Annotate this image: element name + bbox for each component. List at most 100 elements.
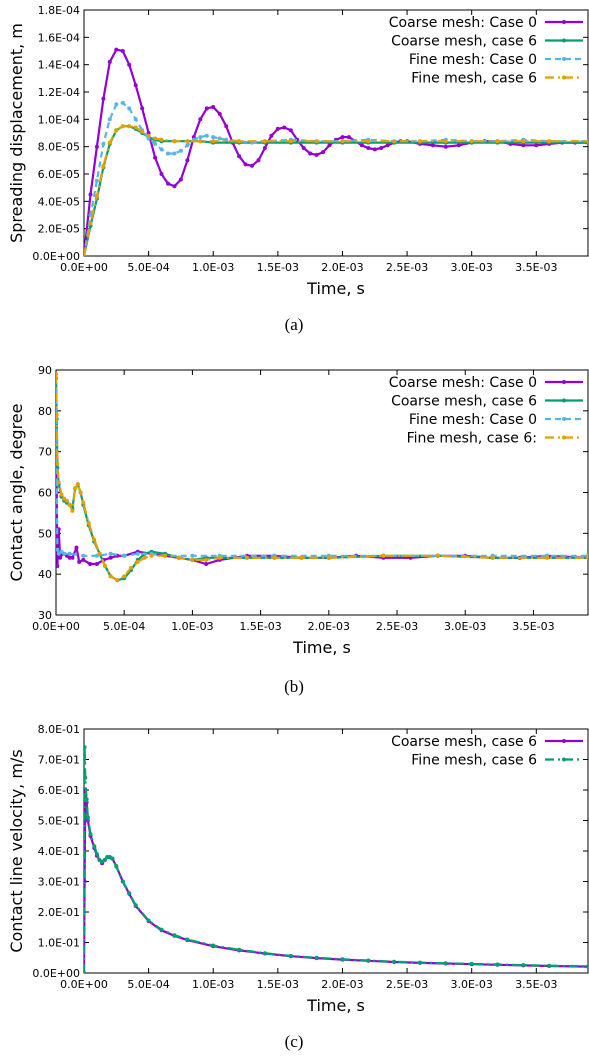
- series-point-2: [59, 549, 64, 554]
- y-tick-label: 6.0E-01: [38, 784, 80, 797]
- series-point-3: [262, 139, 267, 144]
- series-point-3: [443, 139, 448, 144]
- x-axis-label: Time, s: [306, 996, 365, 1015]
- series-point-3: [108, 574, 113, 579]
- series-point-3: [547, 139, 552, 144]
- series-point-3: [81, 500, 86, 505]
- series-point-1: [172, 933, 177, 938]
- series-point-0: [256, 158, 261, 163]
- series-point-0: [359, 143, 364, 148]
- panel-caption: (b): [284, 677, 304, 696]
- series-point-0: [269, 133, 274, 138]
- series-line-2: [84, 101, 588, 256]
- series-point-3: [237, 139, 242, 144]
- series-point-1: [110, 856, 115, 861]
- legend-label: Fine mesh, case 6: [411, 753, 537, 769]
- series-point-2: [153, 141, 158, 146]
- series-point-0: [140, 106, 145, 111]
- series-point-2: [120, 100, 125, 105]
- y-tick-label: 0.0E+00: [32, 250, 80, 263]
- series-point-3: [490, 555, 495, 560]
- series-point-3: [135, 559, 140, 564]
- series-point-1: [237, 947, 242, 952]
- series-point-3: [153, 136, 158, 141]
- series-point-3: [159, 137, 164, 142]
- x-tick-label: 0.0E+00: [60, 978, 108, 991]
- series-point-3: [217, 555, 222, 560]
- series-point-2: [56, 547, 60, 552]
- series-point-3: [586, 555, 588, 560]
- x-tick-label: 2.0E-03: [321, 978, 363, 991]
- x-tick-label: 1.5E-03: [257, 261, 299, 274]
- legend-label: Coarse mesh: Case 0: [389, 15, 537, 31]
- legend-swatch-point: [562, 57, 566, 61]
- series-point-3: [272, 555, 277, 560]
- series-point-3: [88, 221, 93, 226]
- series-point-1: [102, 858, 107, 863]
- y-tick-label: 3.0E-01: [38, 876, 80, 889]
- series-point-0: [159, 172, 164, 176]
- series-point-1: [84, 745, 87, 750]
- legend-label: Coarse mesh: Case 0: [389, 375, 537, 391]
- series-point-3: [62, 496, 67, 501]
- series-point-3: [101, 163, 106, 168]
- series-point-2: [133, 117, 138, 122]
- series-point-3: [146, 133, 151, 138]
- legend-swatch-point: [562, 20, 566, 24]
- series-point-1: [418, 960, 422, 965]
- series-point-3: [107, 140, 112, 145]
- y-tick-label: 4.0E-05: [38, 195, 80, 208]
- series-point-2: [172, 151, 177, 156]
- x-axis-label: Time, s: [292, 638, 351, 657]
- legend-label: Fine mesh: Case 0: [409, 412, 537, 428]
- series-point-1: [114, 864, 119, 869]
- panel-caption: (a): [285, 315, 304, 334]
- series-point-1: [495, 962, 500, 967]
- panel-caption: (c): [285, 1032, 304, 1051]
- x-tick-label: 2.5E-03: [386, 261, 428, 274]
- x-tick-label: 3.5E-03: [512, 620, 554, 633]
- series-point-1: [262, 951, 267, 956]
- series-point-0: [133, 83, 138, 88]
- series-point-3: [56, 372, 58, 377]
- series-point-3: [127, 124, 132, 129]
- series-point-1: [94, 852, 99, 856]
- y-tick-label: 4.0E-01: [38, 845, 80, 858]
- x-tick-label: 2.5E-03: [376, 620, 418, 633]
- series-point-2: [198, 135, 203, 140]
- series-point-1: [84, 797, 89, 802]
- series-group: [84, 745, 588, 973]
- series-point-3: [211, 139, 216, 144]
- series-point-3: [64, 498, 69, 503]
- series-point-1: [586, 964, 588, 969]
- series-point-0: [67, 555, 72, 560]
- series-point-3: [326, 555, 331, 560]
- chart-panel-1: 0.0E+00 5.0E-04 1.0E-03 1.5E-03 2.0E-03 2.5E-…: [7, 364, 589, 696]
- legend-swatch-point: [562, 435, 566, 440]
- x-tick-label: 2.0E-03: [321, 261, 363, 274]
- legend-label: Coarse mesh, case 6: [391, 734, 537, 750]
- series-point-2: [107, 117, 112, 122]
- series-point-3: [435, 553, 440, 558]
- series-point-2: [122, 553, 127, 558]
- series-point-0: [262, 146, 267, 150]
- y-tick-label: 50: [38, 527, 52, 540]
- series-line-3: [56, 374, 588, 582]
- series-point-1: [84, 775, 88, 780]
- y-tick-label: 2.0E-05: [38, 223, 80, 236]
- series-point-0: [178, 177, 183, 182]
- legend-swatch-point: [562, 380, 566, 384]
- series-point-0: [443, 144, 448, 149]
- x-tick-label: 2.0E-03: [308, 620, 350, 633]
- series-point-2: [56, 551, 61, 556]
- series-point-1: [211, 943, 216, 948]
- series-point-1: [366, 958, 371, 963]
- y-tick-label: 1.6E-04: [38, 31, 80, 44]
- series-point-2: [185, 143, 190, 148]
- y-tick-label: 7.0E-01: [38, 754, 80, 767]
- series-point-3: [86, 521, 91, 526]
- series-point-1: [288, 953, 293, 958]
- series-point-3: [586, 139, 588, 144]
- series-point-3: [92, 537, 97, 542]
- series-point-0: [94, 562, 99, 566]
